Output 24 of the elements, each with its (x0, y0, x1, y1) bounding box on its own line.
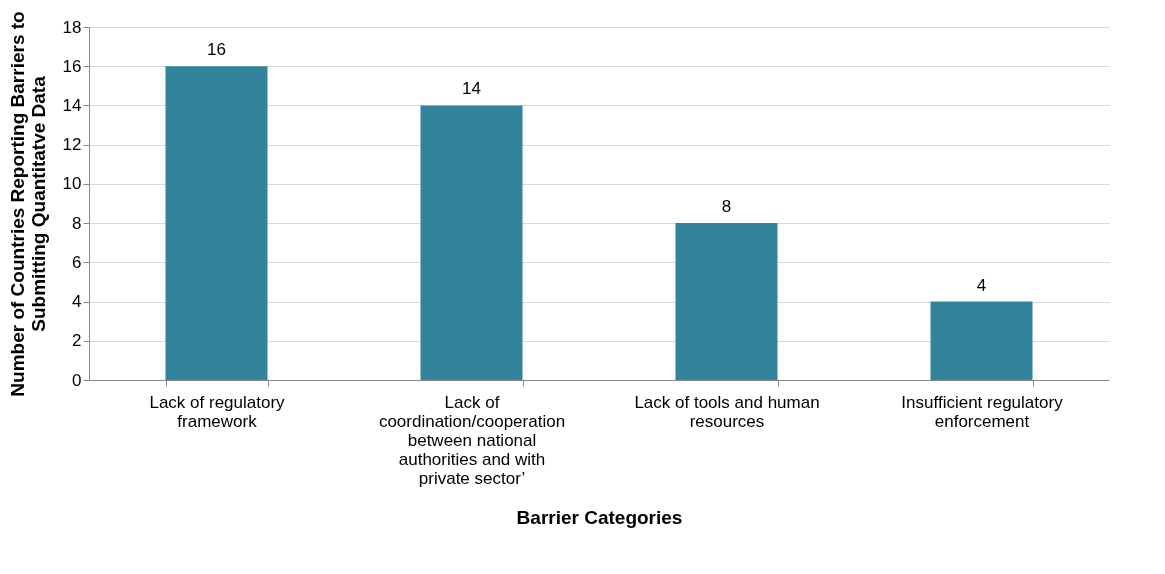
y-tick-label: 12 (62, 135, 82, 155)
data-label: 4 (976, 275, 987, 295)
y-tick-label: 4 (72, 292, 82, 312)
y-tick-label: 8 (72, 213, 82, 233)
y-axis-title: Number of Countries Reporting Barriers to Submitting Quantitatve Data (6, 11, 49, 397)
data-label: 14 (462, 79, 481, 99)
y-tick-label: 6 (72, 252, 82, 272)
x-tick-label: Lack of regulatory framework (149, 392, 286, 431)
y-tick-label: 10 (62, 174, 82, 194)
x-tick-label: Lack of coordination/cooperation between national authorities and with private sector’ (378, 392, 566, 488)
x-tick-label: Insufficient regulatory enforcement (901, 392, 1064, 431)
data-label: 16 (207, 40, 226, 60)
bar (930, 301, 1033, 380)
bar (165, 66, 268, 380)
y-tick-label: 2 (72, 331, 82, 351)
y-tick-label: 0 (72, 370, 82, 390)
x-tick-label: Lack of tools and human resources (634, 392, 820, 431)
data-label: 8 (721, 197, 732, 217)
x-axis-title: Barrier Categories (516, 506, 683, 528)
bar (420, 105, 523, 380)
y-tick-label: 14 (62, 95, 82, 115)
y-tick-label: 18 (62, 17, 82, 37)
y-tick-label: 16 (62, 56, 82, 76)
bar (675, 223, 778, 380)
